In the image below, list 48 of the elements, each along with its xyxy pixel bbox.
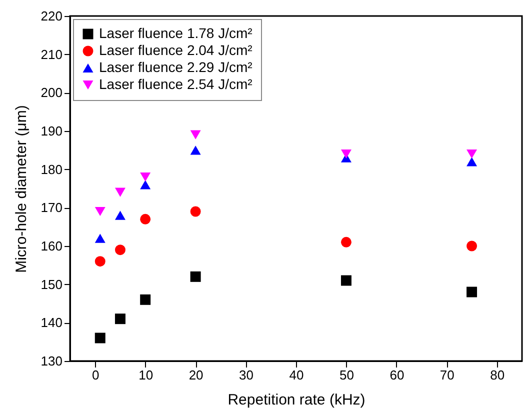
point xyxy=(94,256,106,267)
point xyxy=(94,234,106,243)
x-tick-label: 10 xyxy=(138,368,154,382)
y-tick-label: 170 xyxy=(40,200,62,216)
y-axis-title: Micro-hole diameter (μm) xyxy=(12,105,30,273)
point xyxy=(114,314,126,324)
y-tick-label: 130 xyxy=(40,354,62,368)
point xyxy=(340,149,352,159)
point xyxy=(114,188,126,197)
y-tick-label: 200 xyxy=(40,85,62,100)
point xyxy=(94,332,106,344)
point xyxy=(94,206,106,216)
x-tick-label: 70 xyxy=(440,368,454,382)
x-tick-label: 40 xyxy=(289,368,304,382)
point xyxy=(140,180,151,190)
point xyxy=(466,149,478,159)
legend-label: Laser fluence 1.78 J/cm² xyxy=(99,25,253,41)
x-tick-label: 80 xyxy=(490,368,505,382)
point xyxy=(466,286,478,298)
point xyxy=(140,172,151,182)
y-tick-label: 140 xyxy=(40,315,62,330)
y-tick-label: 180 xyxy=(40,162,62,177)
point xyxy=(140,294,151,305)
legend-label: Laser fluence 2.29 J/cm² xyxy=(99,59,253,75)
y-tick-label: 160 xyxy=(40,238,62,254)
point xyxy=(190,206,201,217)
point xyxy=(190,130,201,140)
y-tick-label: 190 xyxy=(40,124,62,138)
x-tick-label: 50 xyxy=(339,368,354,382)
legend-label: Laser fluence 2.54 J/cm² xyxy=(99,76,253,92)
x-tick-label: 20 xyxy=(188,368,204,382)
point xyxy=(190,271,201,282)
x-tick-label: 30 xyxy=(239,368,254,382)
point xyxy=(114,244,126,256)
y-tick-label: 210 xyxy=(40,46,62,62)
point xyxy=(340,275,352,286)
point xyxy=(114,210,126,220)
legend-label: Laser fluence 2.04 J/cm² xyxy=(99,42,253,58)
point xyxy=(466,157,478,166)
x-tick-label: 60 xyxy=(390,368,404,382)
y-tick-label: 150 xyxy=(40,276,62,292)
point xyxy=(140,214,151,224)
point xyxy=(466,240,478,252)
x-axis-title: Repetition rate (kHz) xyxy=(228,392,366,408)
point xyxy=(340,236,352,248)
point xyxy=(190,146,201,155)
y-tick-label: 220 xyxy=(40,8,62,24)
x-tick-label: 0 xyxy=(92,368,100,382)
